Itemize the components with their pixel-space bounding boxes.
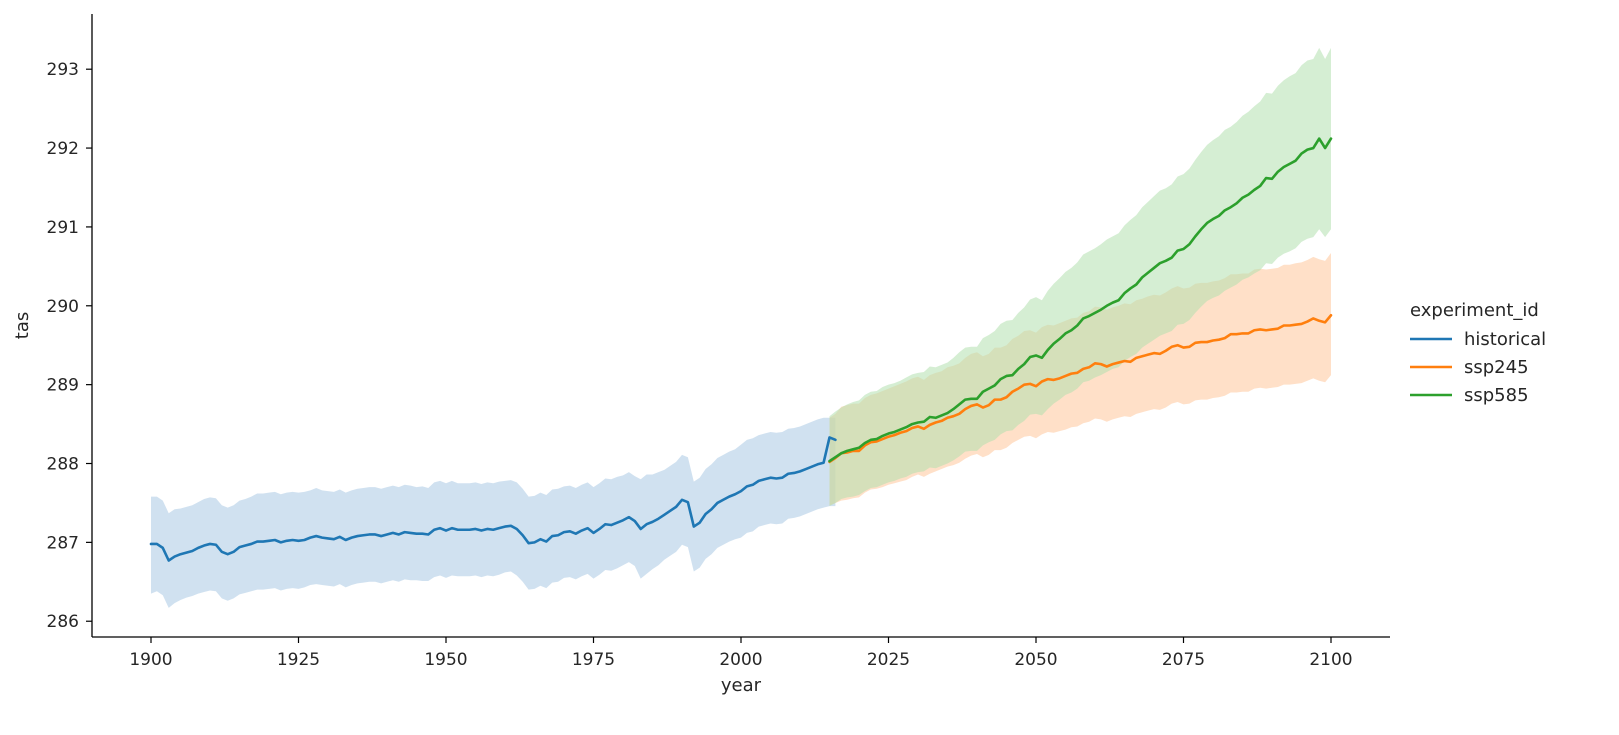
legend-label-ssp245: ssp245 [1464, 357, 1529, 378]
x-tick-label: 2075 [1162, 650, 1205, 670]
y-tick-label: 286 [47, 612, 79, 632]
y-tick-label: 292 [47, 139, 79, 159]
x-tick-label: 2100 [1309, 650, 1352, 670]
y-tick-label: 287 [47, 533, 79, 553]
y-tick-label: 288 [47, 455, 79, 475]
y-axis-title: tas [12, 312, 33, 339]
y-tick-label: 290 [47, 297, 79, 317]
line-ssp585 [828, 137, 1333, 463]
x-tick-label: 1900 [129, 650, 172, 670]
x-tick-label: 2025 [867, 650, 910, 670]
line-ssp245 [828, 313, 1333, 464]
legend-label-historical: historical [1464, 329, 1546, 350]
legend: experiment_id historical ssp245 ssp585 [1410, 300, 1546, 406]
x-tick-label: 2000 [719, 650, 762, 670]
legend-items: historical ssp245 ssp585 [1410, 329, 1546, 406]
legend-label-ssp585: ssp585 [1464, 385, 1529, 406]
y-tick-label: 293 [47, 60, 79, 80]
x-axis-title: year [721, 675, 762, 696]
x-tick-label: 1975 [572, 650, 615, 670]
x-axis-ticks: 1900 1925 1950 1975 2000 2025 2050 2075 2100 [129, 637, 1353, 670]
series-lines [149, 137, 1333, 562]
band-historical [151, 417, 836, 608]
y-axis-ticks: 286 287 288 289 290 291 292 293 [47, 60, 92, 632]
x-tick-label: 1950 [424, 650, 467, 670]
line-historical [149, 436, 837, 562]
y-tick-label: 289 [47, 376, 79, 396]
legend-title: experiment_id [1410, 300, 1539, 321]
confidence-bands [151, 47, 1331, 608]
x-tick-label: 2050 [1014, 650, 1057, 670]
y-tick-label: 291 [47, 218, 79, 238]
x-tick-label: 1925 [277, 650, 320, 670]
band-ssp585 [829, 47, 1331, 507]
